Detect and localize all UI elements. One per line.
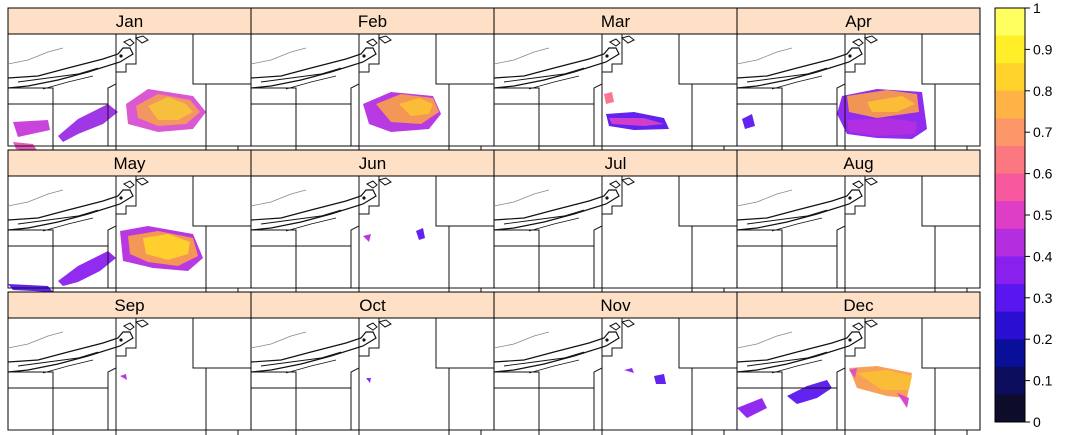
colorbar-swatch xyxy=(995,201,1025,229)
panel-feb: Feb xyxy=(251,8,494,172)
colorbar-swatch xyxy=(995,8,1025,36)
colorbar-tick-label: 0.9 xyxy=(1033,41,1053,57)
colorbar-tick-label: 0.5 xyxy=(1033,207,1053,223)
panel-dec: Dec xyxy=(737,292,980,435)
panel-title: Dec xyxy=(843,296,874,315)
panel-apr: Apr xyxy=(737,8,980,172)
panel-title: Mar xyxy=(601,12,631,31)
colorbar-swatch xyxy=(995,284,1025,312)
colorbar-tick-label: 0.2 xyxy=(1033,331,1053,347)
colorbar-swatch xyxy=(995,229,1025,257)
colorbar-swatch xyxy=(995,146,1025,174)
colorbar-swatch xyxy=(995,63,1025,91)
colorbar-swatch xyxy=(995,367,1025,395)
colorbar-swatch xyxy=(995,256,1025,284)
colorbar: 0 0.1 0.2 0.3 0.4 0.5 0.6 0.7 0.8 0.9 1 xyxy=(995,0,1053,430)
panel-may: May xyxy=(8,150,251,314)
panel-oct: Oct xyxy=(251,292,494,435)
colorbar-tick-label: 0.7 xyxy=(1033,124,1053,140)
colorbar-tick-label: 1 xyxy=(1033,0,1041,16)
panels-layer: Jan Feb Mar Apr May Jun Jul Aug Sep Oct Nov Dec xyxy=(8,8,980,435)
colorbar-tick-label: 0.4 xyxy=(1033,248,1053,264)
panel-title: Jan xyxy=(116,12,143,31)
panel-jun: Jun xyxy=(251,150,494,314)
colorbar-swatch xyxy=(995,36,1025,64)
colorbar-swatch xyxy=(995,174,1025,202)
colorbar-tick-label: 0.8 xyxy=(1033,83,1053,99)
colorbar-tick-label: 0 xyxy=(1033,414,1041,430)
panel-mar: Mar xyxy=(494,8,737,172)
panel-title: Feb xyxy=(358,12,387,31)
colorbar-swatch xyxy=(995,91,1025,119)
colorbar-swatch xyxy=(995,339,1025,367)
colorbar-swatch xyxy=(995,312,1025,340)
panel-title: Aug xyxy=(843,154,873,173)
panel-title: Sep xyxy=(114,296,144,315)
panel-title: May xyxy=(113,154,146,173)
panel-title: Oct xyxy=(359,296,386,315)
panel-title: Jul xyxy=(605,154,627,173)
panel-sep: Sep xyxy=(8,292,251,435)
colorbar-swatch xyxy=(995,118,1025,146)
panel-title: Jun xyxy=(359,154,386,173)
panel-jan: Jan xyxy=(8,8,251,172)
colorbar-swatch xyxy=(995,394,1025,422)
panel-nov: Nov xyxy=(494,292,737,435)
colorbar-tick-label: 0.1 xyxy=(1033,373,1053,389)
panel-aug: Aug xyxy=(737,150,980,314)
panel-jul: Jul xyxy=(494,150,737,314)
colorbar-tick-label: 0.3 xyxy=(1033,290,1053,306)
colorbar-tick-label: 0.6 xyxy=(1033,166,1053,182)
panel-title: Apr xyxy=(845,12,872,31)
panel-title: Nov xyxy=(600,296,631,315)
